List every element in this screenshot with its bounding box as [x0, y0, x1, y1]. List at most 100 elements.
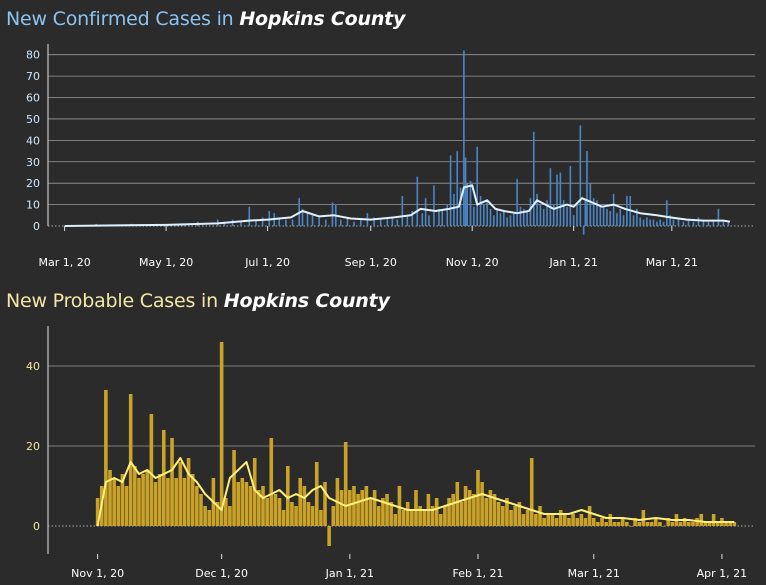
probable-bar [265, 498, 269, 526]
probable-bar [513, 506, 517, 526]
confirmed-x-tick-label: May 1, 20 [139, 256, 193, 269]
probable-bar [252, 458, 257, 526]
probable-bar [554, 518, 559, 526]
probable-bar [112, 478, 116, 526]
probable-bar [600, 518, 604, 526]
probable-bar [186, 458, 191, 526]
probable-bar [687, 522, 691, 526]
confirmed-bar [712, 219, 715, 226]
probable-bar [467, 490, 472, 526]
probable-bar [596, 522, 600, 526]
confirmed-bar [692, 221, 695, 226]
probable-bar [310, 506, 315, 526]
confirmed-bar [666, 200, 668, 226]
confirmed-bar [428, 215, 430, 226]
confirmed-bar [576, 204, 578, 226]
probable-bar [472, 494, 476, 526]
confirmed-bar [339, 219, 342, 226]
confirmed-bar [592, 198, 595, 226]
confirmed-bar [584, 200, 587, 226]
probable-bar [591, 518, 596, 526]
confirmed-bar [506, 217, 508, 226]
probable-bar [277, 498, 282, 526]
confirmed-bar [642, 219, 645, 226]
probable-bar [348, 490, 352, 526]
confirmed-bar [702, 219, 705, 226]
confirmed-x-tick-label: Jul 1, 20 [244, 256, 290, 269]
probable-bar [257, 490, 261, 526]
confirmed-x-tick-label: Sep 1, 20 [345, 256, 397, 269]
probable-bar [368, 498, 373, 526]
confirmed-bar [717, 208, 720, 226]
confirmed-y-tick-label: 40 [26, 134, 40, 147]
probable-bar [116, 486, 121, 526]
probable-bar [306, 502, 311, 526]
confirmed-bar [532, 131, 535, 226]
probable-bar [149, 414, 154, 526]
confirmed-bar [697, 217, 700, 226]
probable-x-tick-label: Feb 1, 21 [453, 567, 504, 580]
probable-bar [620, 518, 625, 526]
probable-bar [728, 522, 732, 526]
confirmed-bar [464, 157, 467, 226]
confirmed-bar [552, 204, 555, 226]
probable-bar [182, 478, 187, 526]
probable-bar [327, 526, 331, 546]
probable-bar [269, 438, 274, 526]
confirmed-average-line [64, 184, 731, 227]
probable-bar [174, 478, 178, 526]
confirmed-bar [453, 193, 455, 226]
probable-chart-title: New Probable Cases in Hopkins County [6, 290, 390, 312]
probable-bar [248, 486, 253, 526]
probable-bar [261, 486, 265, 526]
confirmed-bar [602, 206, 605, 226]
confirmed-bar [473, 206, 475, 226]
probable-bar [195, 486, 199, 526]
confirmed-bar [291, 219, 294, 226]
probable-bar [381, 498, 385, 526]
probable-bar [505, 498, 509, 526]
probable-bar [509, 510, 513, 526]
probable-bar [137, 478, 141, 526]
probable-bar [641, 510, 646, 526]
confirmed-bar [493, 215, 495, 226]
probable-bar [430, 506, 435, 526]
confirmed-x-tick-label: Mar 1, 20 [39, 256, 91, 269]
confirmed-bar [542, 208, 545, 226]
probable-bar [190, 474, 195, 526]
confirmed-bar [386, 217, 389, 226]
confirmed-bar [261, 217, 264, 226]
probable-bar [534, 514, 538, 526]
probable-bar [219, 342, 224, 526]
probable-bar [451, 494, 455, 526]
confirmed-bar [223, 221, 226, 226]
confirmed-bar [687, 219, 690, 226]
confirmed-bar [622, 215, 625, 226]
probable-bar [492, 494, 497, 526]
probable-bar [331, 506, 336, 526]
probable-bar [133, 466, 137, 526]
confirmed-bar [255, 219, 257, 226]
probable-bar [579, 514, 584, 526]
probable-bar [166, 478, 170, 526]
confirmed-y-tick-label: 10 [26, 199, 40, 212]
probable-bar [438, 514, 443, 526]
probable-bar [724, 522, 728, 526]
probable-bar [691, 522, 695, 526]
confirmed-bar [727, 221, 730, 226]
confirmed-bar [606, 208, 608, 226]
probable-bar [161, 430, 166, 526]
confirmed-bar [536, 193, 538, 226]
confirmed-bar [496, 208, 498, 226]
confirmed-bar [519, 206, 522, 226]
confirmed-bar [549, 168, 552, 226]
probable-x-tick-label: Apr 1, 21 [697, 567, 748, 580]
probable-bar [215, 502, 220, 526]
confirmed-bar [632, 215, 635, 226]
probable-bar [294, 506, 298, 526]
confirmed-bar [619, 208, 622, 226]
probable-bar [360, 490, 365, 526]
probable-bar [538, 506, 542, 526]
probable-bar [521, 514, 526, 526]
probable-bar [488, 490, 493, 526]
